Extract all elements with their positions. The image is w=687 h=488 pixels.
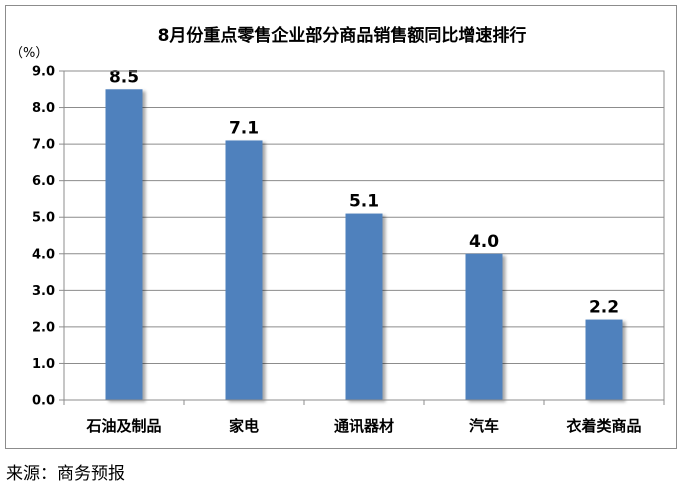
x-tick-label: 衣着类商品 [566, 417, 641, 435]
y-tick-label: 9.0 [32, 65, 55, 80]
value-label: 7.1 [229, 118, 259, 138]
y-tick-label: 2.0 [32, 320, 55, 335]
bar [465, 253, 503, 400]
bar [105, 89, 143, 401]
y-tick-label: 5.0 [32, 211, 55, 226]
value-labels: 8.5 7.1 5.1 4.0 2.2 [109, 67, 619, 317]
y-tick-label: 4.0 [32, 247, 55, 262]
y-tick-label: 0.0 [32, 394, 55, 409]
value-label: 4.0 [469, 232, 499, 252]
y-tick-label: 8.0 [32, 101, 55, 116]
bars [105, 89, 623, 401]
value-label: 2.2 [589, 298, 619, 318]
y-tick-label: 7.0 [32, 138, 55, 153]
bar [225, 140, 263, 400]
value-label: 5.1 [349, 192, 379, 212]
x-tick-label: 通讯器材 [334, 417, 394, 435]
y-tick-label: 6.0 [32, 174, 55, 189]
plot-area-border [63, 70, 665, 401]
chart-title: 8月份重点零售企业部分商品销售额同比增速排行 [158, 25, 527, 46]
y-axis-ticks: 0.0 1.0 2.0 3.0 4.0 5.0 6.0 7.0 8.0 9.0 [32, 65, 64, 409]
bar [345, 213, 383, 400]
x-tick-label: 家电 [229, 417, 259, 435]
x-axis-ticks: 石油及制品 家电 通讯器材 汽车 衣着类商品 [63, 400, 665, 435]
bar [585, 319, 623, 400]
x-tick-label: 石油及制品 [85, 417, 161, 435]
y-tick-label: 3.0 [32, 284, 55, 299]
value-label: 8.5 [109, 67, 139, 87]
x-tick-label: 汽车 [469, 417, 499, 435]
y-axis-unit-label: （%） [10, 46, 48, 61]
y-tick-label: 1.0 [32, 357, 55, 372]
source-note: 来源：商务预报 [6, 464, 125, 484]
